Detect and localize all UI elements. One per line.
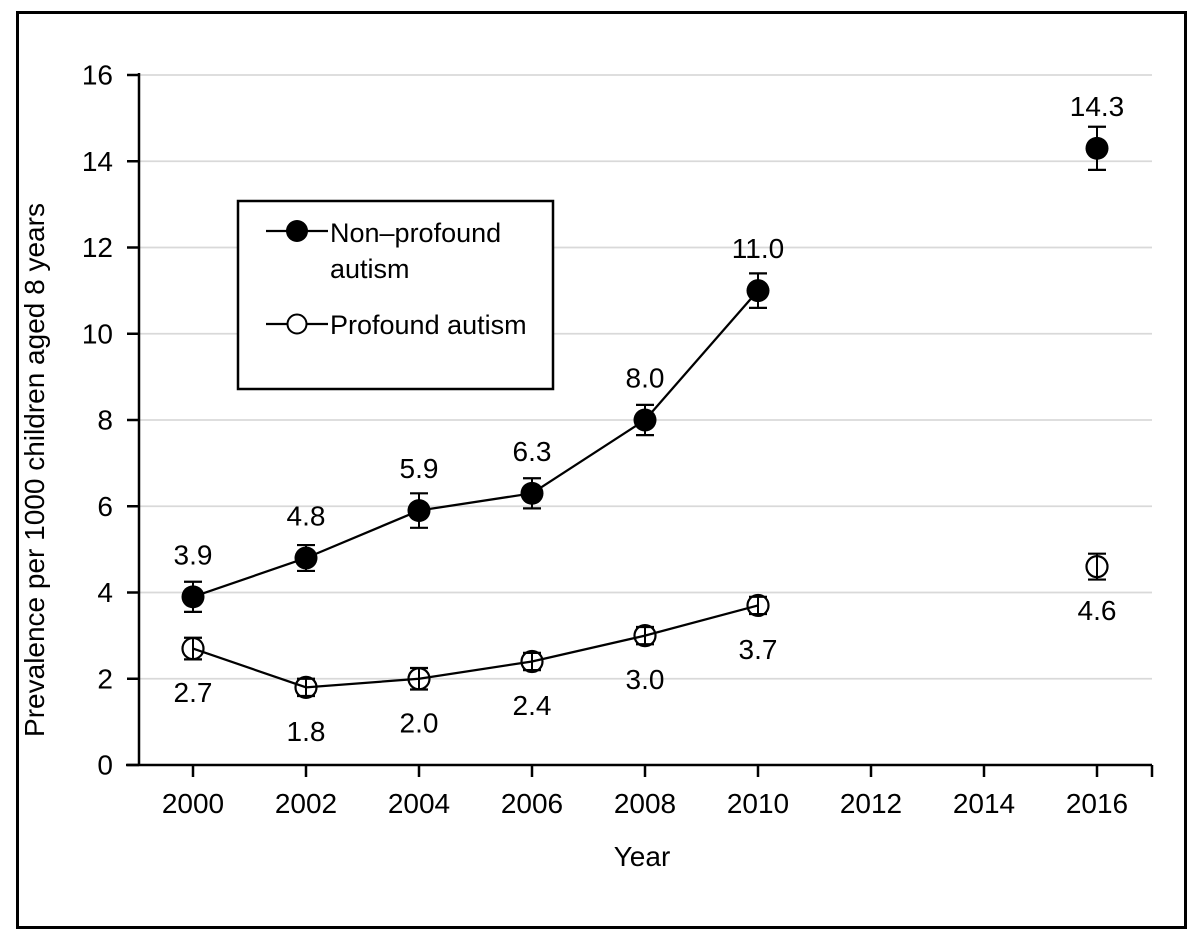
data-point-marker-open — [181, 636, 205, 661]
data-point-marker-filled — [520, 481, 544, 505]
y-tick-label: 0 — [97, 750, 113, 781]
data-point-marker-open — [1085, 555, 1109, 579]
series-line — [192, 289, 759, 598]
x-axis-title: Year — [614, 841, 671, 872]
x-tick-label: 2000 — [162, 788, 224, 819]
data-point-marker-open — [294, 675, 318, 699]
data-point-label: 1.8 — [287, 716, 326, 747]
data-point-marker-open — [407, 667, 431, 691]
x-tick-label: 2002 — [275, 788, 337, 819]
series-non-profound-autism: 3.9 4.8 5.9 6.3 8.0 11.0 14.3 — [174, 91, 1125, 614]
series-line — [192, 604, 759, 689]
data-point-label: 2.0 — [400, 707, 439, 738]
data-point-label: 4.8 — [287, 501, 326, 532]
data-point-label: 6.3 — [513, 436, 552, 467]
legend-marker-filled-circle — [286, 220, 308, 242]
data-point-label: 3.9 — [174, 539, 213, 570]
legend: Non–profound autism Profound autism — [236, 199, 555, 391]
data-point-marker-filled — [181, 585, 205, 609]
data-point-marker-filled — [633, 408, 657, 432]
y-tick-label: 10 — [82, 318, 113, 349]
x-tick-label: 2008 — [614, 788, 676, 819]
legend-marker-open-circle — [286, 313, 308, 335]
data-point-marker-open — [746, 593, 770, 618]
data-point-label: 4.6 — [1078, 595, 1117, 626]
y-tick-label: 4 — [97, 577, 113, 608]
x-tick-label: 2016 — [1066, 788, 1128, 819]
data-point-label: 8.0 — [626, 363, 665, 394]
y-tick-label: 6 — [97, 491, 113, 522]
y-tick-label: 16 — [82, 60, 113, 91]
data-point-marker-filled — [1085, 136, 1109, 160]
series-profound-autism: 2.7 1.8 2.0 2.4 3.0 3.7 4.6 — [174, 552, 1117, 747]
y-tick-label: 12 — [82, 232, 113, 263]
data-point-label: 11.0 — [732, 233, 784, 264]
data-point-marker-filled — [746, 279, 770, 303]
data-point-marker-open — [633, 624, 657, 648]
data-point-label: 3.0 — [626, 664, 665, 695]
y-tick-label: 8 — [97, 405, 113, 436]
data-point-marker-filled — [407, 499, 431, 523]
x-tick-label: 2010 — [727, 788, 789, 819]
x-tick-label: 2014 — [953, 788, 1015, 819]
y-axis-title: Prevalence per 1000 children aged 8 year… — [19, 203, 50, 737]
legend-label: autism — [330, 254, 410, 284]
data-point-label: 2.4 — [513, 690, 552, 721]
legend-label: Non–profound — [330, 218, 501, 248]
x-tick-label: 2012 — [840, 788, 902, 819]
legend-label: Profound autism — [330, 310, 527, 340]
data-point-label: 2.7 — [174, 677, 213, 708]
data-point-label: 5.9 — [400, 453, 439, 484]
x-tick-label: 2006 — [501, 788, 563, 819]
figure-frame — [16, 11, 1187, 929]
data-point-marker-filled — [294, 546, 318, 570]
data-point-label: 14.3 — [1070, 91, 1125, 122]
y-tick-label: 2 — [97, 663, 113, 694]
x-tick-label: 2004 — [388, 788, 450, 819]
y-tick-label: 14 — [82, 146, 113, 177]
data-point-marker-open — [520, 649, 544, 674]
data-point-label: 3.7 — [739, 634, 778, 665]
